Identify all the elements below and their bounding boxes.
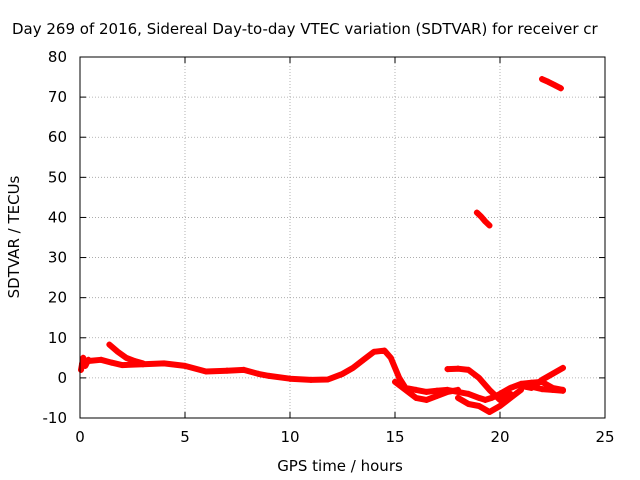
data-point [240, 366, 247, 373]
data-point [266, 372, 272, 379]
data-point [224, 367, 230, 374]
y-tick-label: -10 [43, 409, 68, 427]
data-point [106, 341, 113, 348]
data-point [482, 218, 489, 225]
data-point [161, 360, 167, 367]
data-point [98, 356, 104, 363]
data-point [413, 386, 419, 393]
data-point [539, 386, 545, 393]
series-late-lower-5 [528, 383, 566, 394]
data-point [396, 374, 403, 381]
data-point [482, 396, 489, 403]
data-point [114, 348, 121, 355]
data-point [108, 359, 115, 366]
data-point [560, 364, 566, 371]
series-segment-73 [539, 76, 564, 92]
plot-frame [79, 56, 606, 419]
data-point [444, 366, 451, 373]
data-point [518, 382, 524, 389]
data-point [551, 82, 558, 89]
data-point [455, 365, 461, 372]
x-tick-label: 5 [180, 428, 190, 446]
data-point [182, 362, 188, 369]
data-point [549, 370, 556, 377]
data-point [140, 360, 146, 367]
data-point [255, 370, 262, 377]
x-tick-label: 10 [280, 428, 299, 446]
data-point [78, 366, 85, 373]
data-point [339, 370, 346, 377]
x-tick-label: 25 [595, 428, 614, 446]
chart-title: Day 269 of 2016, Sidereal Day-to-day VTE… [12, 20, 599, 38]
series-segment-40 [473, 209, 493, 229]
data-point [434, 392, 440, 399]
y-tick-label: 20 [48, 289, 67, 307]
y-tick-label: 30 [48, 249, 67, 267]
series-start-segment [78, 354, 92, 373]
data-point [82, 362, 89, 369]
data-point [455, 394, 461, 401]
data-point [497, 402, 503, 409]
data-point [465, 366, 472, 373]
data-point [350, 364, 356, 371]
data-point [392, 378, 398, 385]
x-tick-label: 20 [490, 428, 509, 446]
data-point [486, 408, 493, 415]
grid [80, 57, 605, 418]
y-tick-label: 80 [48, 48, 67, 66]
data-point [80, 354, 87, 361]
data-point [557, 85, 564, 92]
data-point [539, 376, 545, 383]
data-point [381, 347, 388, 354]
x-axis-label: GPS time / hours [277, 457, 403, 475]
data-point [528, 383, 535, 390]
data-point [423, 388, 430, 395]
data-point [476, 394, 482, 401]
data-point [287, 375, 293, 382]
x-ticks: 0 5 10 15 20 25 [75, 57, 615, 446]
data-point [465, 400, 472, 407]
y-tick-label: 70 [48, 88, 67, 106]
data-point [539, 76, 545, 83]
data-point [486, 386, 493, 393]
data-point [119, 362, 125, 369]
data-point [545, 78, 552, 85]
data-point [465, 390, 472, 397]
data-point [308, 376, 314, 383]
data-point [486, 222, 493, 229]
data-point [203, 368, 209, 375]
data-point [549, 386, 556, 393]
data-point [476, 402, 482, 409]
data-point [324, 376, 331, 383]
data-point [497, 396, 503, 403]
data-point [507, 394, 514, 401]
x-tick-label: 0 [75, 428, 85, 446]
data-point [560, 387, 566, 394]
y-tick-label: 0 [57, 369, 67, 387]
data-point [360, 356, 367, 363]
y-tick-label: 50 [48, 168, 67, 186]
data-point [123, 354, 130, 361]
y-axis-label: SDTVAR / TECUs [5, 175, 23, 298]
data-point [455, 386, 461, 393]
data-point [413, 394, 419, 401]
y-ticks: -10 0 10 20 30 40 50 60 70 80 [43, 48, 605, 427]
data-series [78, 76, 566, 415]
data-point [131, 358, 138, 365]
data-point [444, 388, 451, 395]
y-tick-label: 10 [48, 329, 67, 347]
data-point [507, 384, 514, 391]
data-point [476, 374, 482, 381]
data-point [402, 386, 409, 393]
data-point [85, 356, 92, 363]
data-point [473, 209, 480, 216]
y-tick-label: 40 [48, 208, 67, 226]
data-point [478, 213, 485, 220]
data-point [423, 396, 430, 403]
x-tick-label: 15 [385, 428, 404, 446]
y-tick-label: 60 [48, 128, 67, 146]
data-point [387, 354, 394, 361]
data-point [371, 348, 377, 355]
